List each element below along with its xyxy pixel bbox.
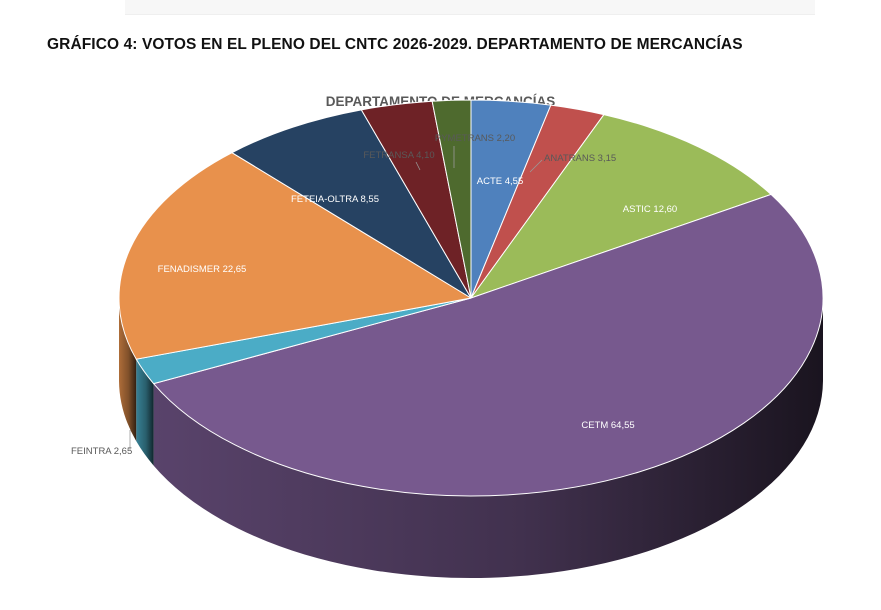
data-label-astic: ASTIC 12,60: [623, 204, 677, 215]
leader-line-fetransa: [415, 161, 421, 171]
data-label-fenadismer: FENADISMER 22,65: [158, 264, 247, 275]
document-heading: GRÁFICO 4: VOTOS EN EL PLENO DEL CNTC 20…: [47, 36, 743, 53]
data-label-feteia-oltra: FETEIA-OLTRA 8,55: [291, 194, 379, 205]
pie-side-cetm: [153, 298, 823, 578]
data-label-acte: ACTE 4,55: [477, 176, 523, 187]
data-label-pymetrans: PYMETRANS 2,20: [435, 133, 515, 144]
leader-line-anatrans: [529, 159, 543, 173]
data-label-anatrans: ANATRANS 3,15: [544, 153, 616, 164]
pie-slice-astic: [470, 114, 772, 299]
pie-slice-feteia-oltra: [231, 109, 472, 299]
pie-side-feintra: [136, 359, 154, 466]
pie-side-fenadismer: [119, 298, 137, 442]
data-label-fetransa: FETRANSA 4,10: [363, 150, 434, 161]
pie-slice-pymetrans: [431, 99, 472, 299]
data-label-feintra: FEINTRA 2,65: [71, 446, 132, 457]
pie-slice-fenadismer: [118, 152, 472, 360]
top-strip: [125, 0, 815, 15]
pie-slice-cetm: [153, 193, 824, 497]
data-label-cetm: CETM 64,55: [581, 420, 634, 431]
